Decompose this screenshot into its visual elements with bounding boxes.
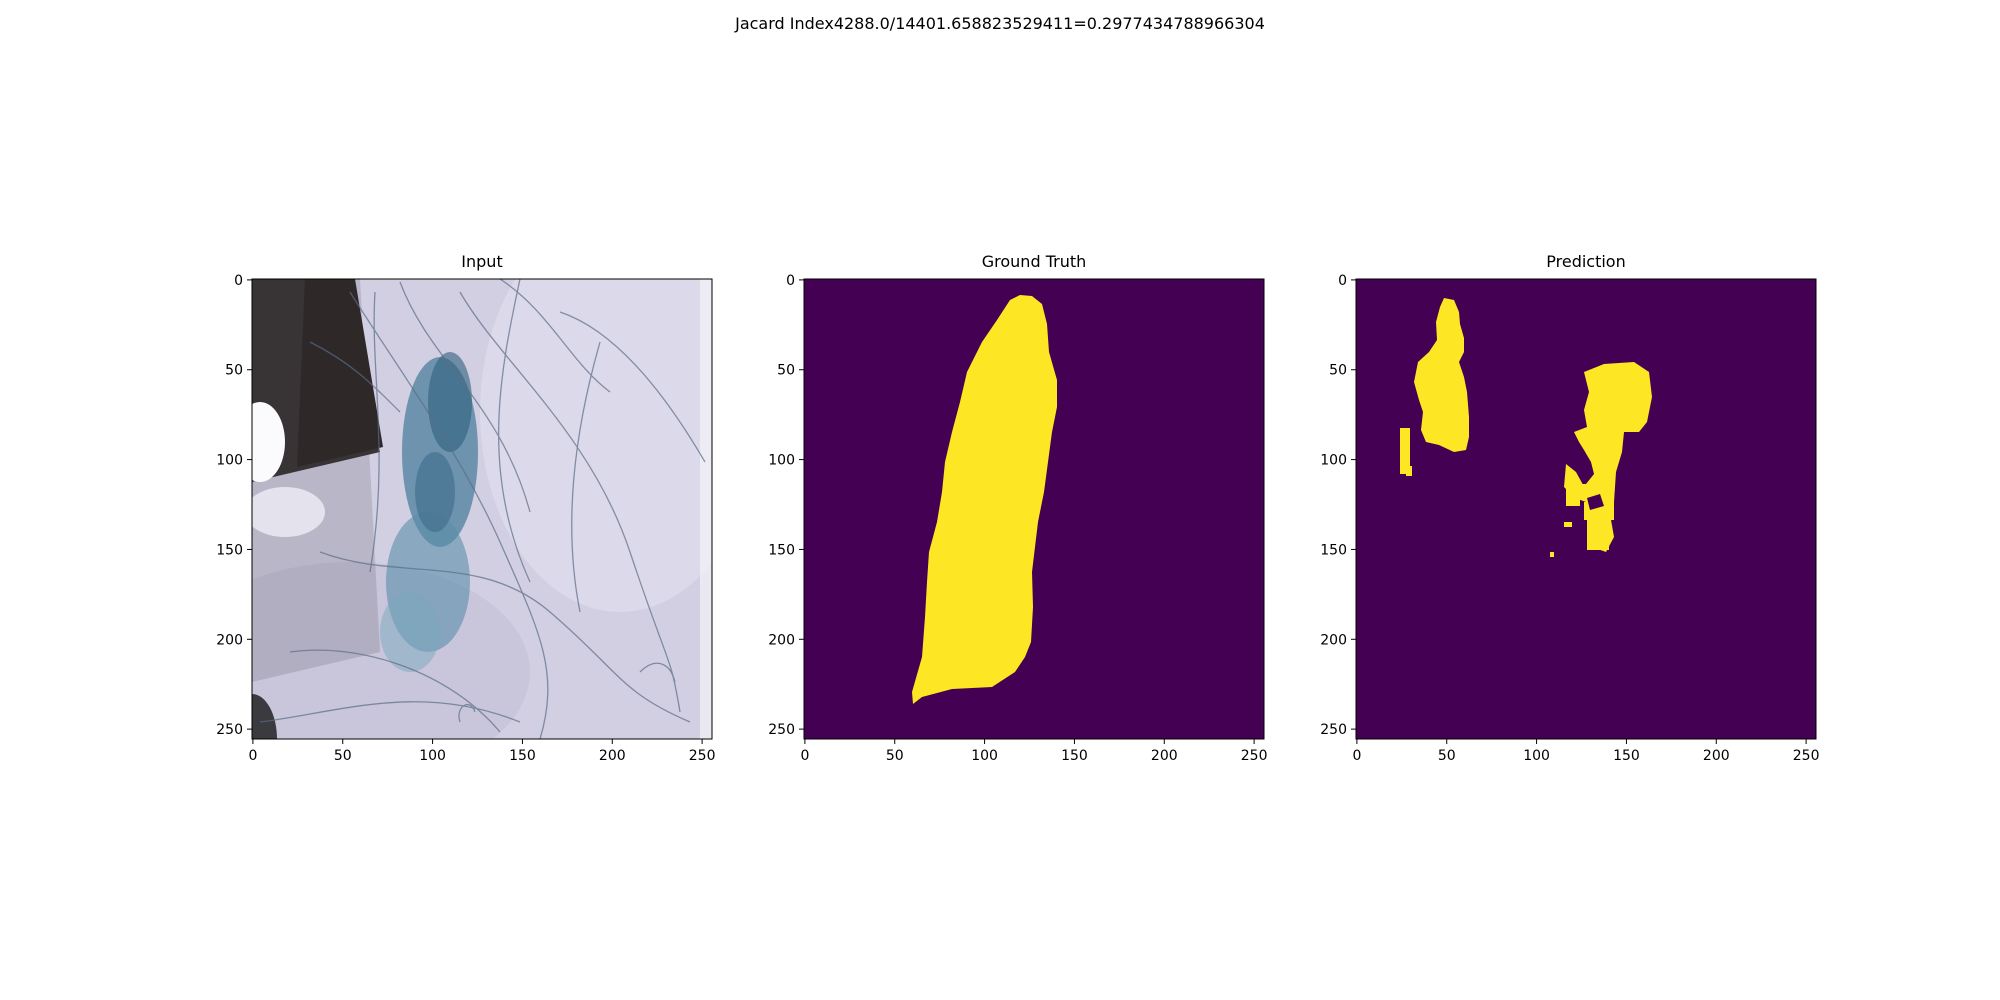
x-tick-label: 150 [1061, 748, 1088, 764]
y-tick-label: 100 [1320, 453, 1347, 469]
prediction-region-right [1572, 362, 1652, 514]
x-tick-label: 150 [509, 748, 536, 764]
y-tick-label: 250 [1320, 722, 1347, 738]
x-tick-label: 100 [419, 748, 446, 764]
y-tick-label: 50 [225, 363, 243, 379]
mask-background [1587, 494, 1604, 510]
y-tick-label: 50 [777, 363, 795, 379]
y-tick-label: 0 [234, 273, 243, 289]
x-tick-label: 200 [1151, 748, 1178, 764]
x-tick-label: 100 [1523, 748, 1550, 764]
prediction-region-small [1564, 522, 1572, 527]
y-tick-label: 250 [216, 722, 243, 738]
prediction-region-small [1400, 428, 1410, 474]
y-tick-label: 50 [1329, 363, 1347, 379]
y-tick-label: 100 [768, 453, 795, 469]
panel-input: Input [200, 252, 800, 772]
prediction-mask [1356, 279, 1816, 739]
ground-truth-region [912, 295, 1057, 704]
panel-title-ground-truth: Ground Truth [981, 252, 1087, 271]
panel-title-prediction: Prediction [1546, 252, 1626, 271]
axes-prediction: 0 50 100 150 200 250 0 50 100 150 200 250 [1320, 273, 1820, 764]
y-tick-label: 150 [768, 542, 795, 558]
y-tick-label: 150 [216, 542, 243, 558]
y-tick-label: 100 [216, 453, 243, 469]
y-tick-label: 200 [768, 632, 795, 648]
prediction-region-small [1587, 520, 1609, 550]
prediction-region-small [1566, 486, 1580, 506]
x-tick-label: 50 [1438, 748, 1456, 764]
x-tick-label: 200 [599, 748, 626, 764]
panel-title-input: Input [461, 252, 503, 271]
figure-suptitle: Jacard Index4288.0/14401.658823529411=0.… [735, 14, 1265, 33]
axes-ground-truth: 0 50 100 150 200 250 0 50 100 150 200 250 [768, 273, 1268, 764]
x-tick-label: 150 [1613, 748, 1640, 764]
y-tick-label: 200 [1320, 632, 1347, 648]
ground-truth-mask [804, 279, 1264, 739]
y-tick-label: 200 [216, 632, 243, 648]
y-tick-label: 0 [1338, 273, 1347, 289]
x-tick-label: 250 [1793, 748, 1820, 764]
y-tick-label: 150 [1320, 542, 1347, 558]
x-tick-label: 200 [1703, 748, 1730, 764]
panel-ground-truth: Ground Truth 0 50 100 150 200 250 0 50 100 150 200… [752, 252, 1352, 772]
x-tick-label: 50 [334, 748, 352, 764]
x-tick-label: 50 [886, 748, 904, 764]
y-tick-label: 0 [786, 273, 795, 289]
prediction-region-small [1550, 552, 1554, 557]
panel-prediction: Prediction 0 50 100 150 200 250 0 50 100 150 200 25… [1304, 252, 1904, 772]
input-image [252, 279, 712, 739]
prediction-region-left [1414, 298, 1469, 452]
x-tick-label: 100 [971, 748, 998, 764]
x-tick-label: 250 [1241, 748, 1268, 764]
x-tick-label: 250 [689, 748, 716, 764]
x-tick-label: 0 [1352, 748, 1361, 764]
axes-input: 0 50 100 150 200 250 0 50 100 150 200 250 [216, 273, 716, 764]
x-tick-label: 0 [800, 748, 809, 764]
prediction-region-small [1406, 466, 1412, 476]
y-tick-label: 250 [768, 722, 795, 738]
x-tick-label: 0 [248, 748, 257, 764]
